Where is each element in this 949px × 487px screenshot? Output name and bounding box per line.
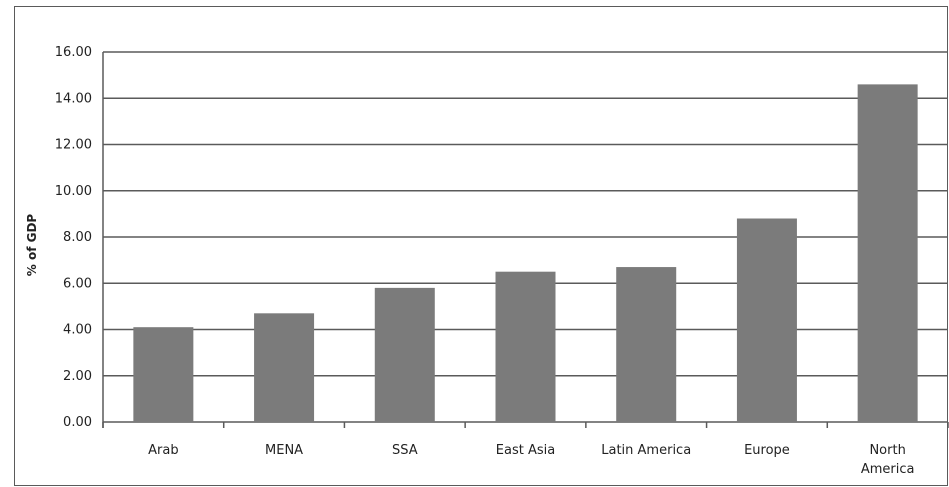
y-tick-label: 4.00 [63, 323, 92, 338]
bar [495, 271, 556, 422]
bar [857, 84, 918, 422]
y-tick-label: 16.00 [55, 45, 92, 60]
category-labels: Arab MENA SSA East Asia Latin America Europe N… [148, 443, 914, 477]
y-tick-label: 10.00 [55, 184, 92, 199]
x-category-label-line: East Asia [496, 443, 555, 458]
y-tick-label: 0.00 [63, 415, 92, 430]
y-tick-label: 2.00 [63, 369, 92, 384]
x-category-label-line: America [861, 462, 915, 477]
y-axis-label: % of GDP [25, 214, 39, 277]
gridlines [102, 51, 949, 428]
bars [133, 84, 918, 422]
x-category-label-line: MENA [265, 443, 303, 458]
bar [736, 218, 797, 422]
bar [374, 287, 435, 422]
y-tick-label: 14.00 [55, 91, 92, 106]
bar [254, 313, 315, 422]
bar [133, 327, 194, 422]
x-category-label: East Asia [496, 443, 555, 458]
x-category-label: MENA [265, 443, 303, 458]
x-category-label: Arab [148, 443, 178, 458]
y-tick-label: 12.00 [55, 138, 92, 153]
y-tick-label: 6.00 [63, 276, 92, 291]
x-category-label-line: Latin America [601, 443, 691, 458]
x-category-label-line: SSA [392, 443, 418, 458]
bar [616, 267, 677, 422]
x-category-label-line: Arab [148, 443, 178, 458]
x-category-label-line: North [869, 443, 905, 458]
x-category-label: SSA [392, 443, 418, 458]
x-category-label: Europe [744, 443, 790, 458]
x-category-label: North America [861, 443, 915, 477]
x-category-label: Latin America [601, 443, 691, 458]
x-category-label-line: Europe [744, 443, 790, 458]
y-tick-label: 8.00 [63, 230, 92, 245]
y-tick-labels: 0.00 2.00 4.00 6.00 8.00 10.00 12.00 14.00 16.00 [55, 45, 92, 430]
